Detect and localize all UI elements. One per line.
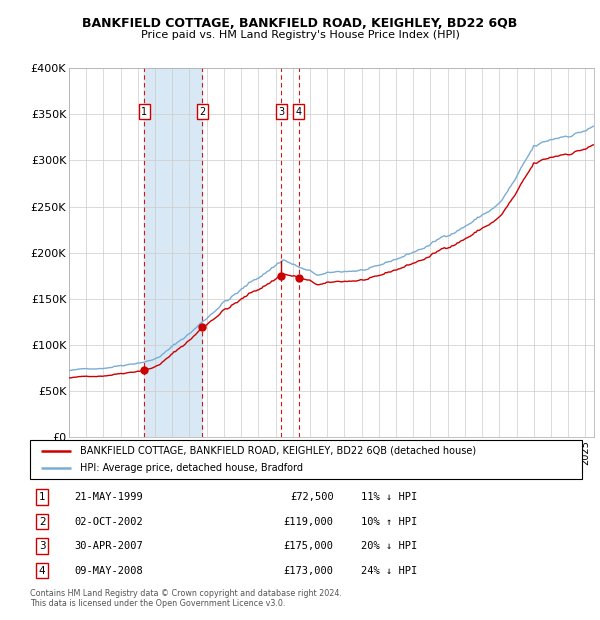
Text: 09-MAY-2008: 09-MAY-2008 [74, 565, 143, 575]
Text: BANKFIELD COTTAGE, BANKFIELD ROAD, KEIGHLEY, BD22 6QB: BANKFIELD COTTAGE, BANKFIELD ROAD, KEIGH… [82, 17, 518, 30]
Text: £173,000: £173,000 [284, 565, 334, 575]
Text: This data is licensed under the Open Government Licence v3.0.: This data is licensed under the Open Gov… [30, 600, 286, 608]
Text: 20% ↓ HPI: 20% ↓ HPI [361, 541, 418, 551]
Text: 3: 3 [39, 541, 46, 551]
Text: 2: 2 [39, 516, 46, 526]
Text: £119,000: £119,000 [284, 516, 334, 526]
Text: BANKFIELD COTTAGE, BANKFIELD ROAD, KEIGHLEY, BD22 6QB (detached house): BANKFIELD COTTAGE, BANKFIELD ROAD, KEIGH… [80, 446, 476, 456]
Text: 24% ↓ HPI: 24% ↓ HPI [361, 565, 418, 575]
Text: 21-MAY-1999: 21-MAY-1999 [74, 492, 143, 502]
Text: £72,500: £72,500 [290, 492, 334, 502]
Text: Price paid vs. HM Land Registry's House Price Index (HPI): Price paid vs. HM Land Registry's House … [140, 30, 460, 40]
FancyBboxPatch shape [30, 440, 582, 479]
Bar [145, 68, 202, 437]
Text: 10% ↑ HPI: 10% ↑ HPI [361, 516, 418, 526]
Text: 2: 2 [199, 107, 206, 117]
Text: HPI: Average price, detached house, Bradford: HPI: Average price, detached house, Brad… [80, 463, 302, 473]
Text: Contains HM Land Registry data © Crown copyright and database right 2024.: Contains HM Land Registry data © Crown c… [30, 590, 342, 598]
Text: 4: 4 [39, 565, 46, 575]
Text: 3: 3 [278, 107, 284, 117]
Text: £175,000: £175,000 [284, 541, 334, 551]
Text: 02-OCT-2002: 02-OCT-2002 [74, 516, 143, 526]
Text: 4: 4 [296, 107, 302, 117]
Text: 1: 1 [39, 492, 46, 502]
Text: 30-APR-2007: 30-APR-2007 [74, 541, 143, 551]
Text: 11% ↓ HPI: 11% ↓ HPI [361, 492, 418, 502]
Text: 1: 1 [142, 107, 148, 117]
